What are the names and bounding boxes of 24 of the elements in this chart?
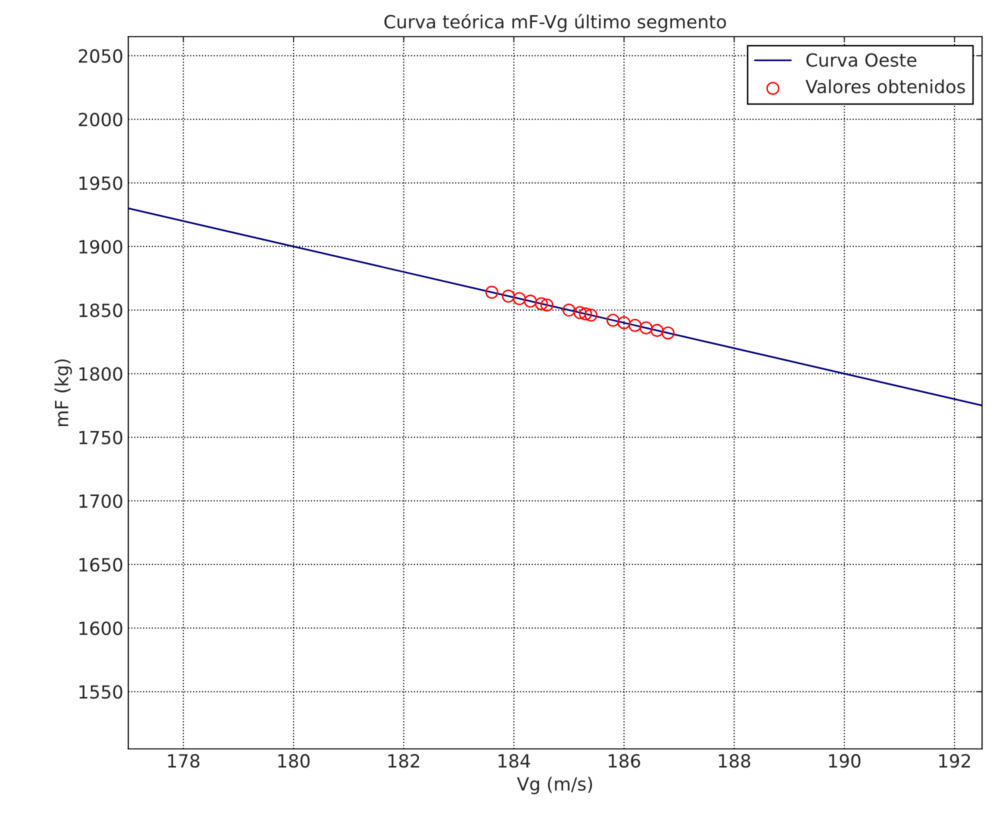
- y-axis-title: mF (kg): [54, 359, 72, 426]
- x-tick-label: 182: [388, 754, 420, 768]
- legend-label: Curva Oeste: [806, 53, 916, 67]
- y-tick-label: 2050: [78, 49, 122, 63]
- y-tick-label: 1950: [79, 176, 122, 190]
- legend-label: Valores obtenidos: [806, 79, 965, 94]
- x-tick-label: 184: [498, 754, 530, 768]
- x-axis-title: Vg (m/s): [516, 776, 592, 794]
- y-tick-label: 1750: [79, 430, 122, 444]
- x-tick-label: 178: [168, 754, 200, 768]
- y-tick-label: 1900: [79, 240, 122, 254]
- x-tick-label: 180: [278, 754, 310, 768]
- chart-title: Curva teórica mF-Vg último segmento: [384, 14, 726, 32]
- y-tick-label: 1700: [79, 494, 122, 508]
- x-tick-label: 186: [608, 754, 640, 768]
- y-tick-label: 1600: [79, 622, 122, 636]
- y-tick-label: 1650: [79, 558, 122, 572]
- y-tick-label: 1800: [79, 367, 122, 381]
- y-tick-label: 1550: [79, 685, 122, 699]
- x-tick-label: 192: [939, 754, 970, 768]
- x-tick-label: 188: [718, 754, 750, 768]
- y-tick-label: 2000: [78, 112, 122, 126]
- y-tick-label: 1850: [79, 304, 122, 318]
- x-tick-label: 190: [829, 754, 860, 768]
